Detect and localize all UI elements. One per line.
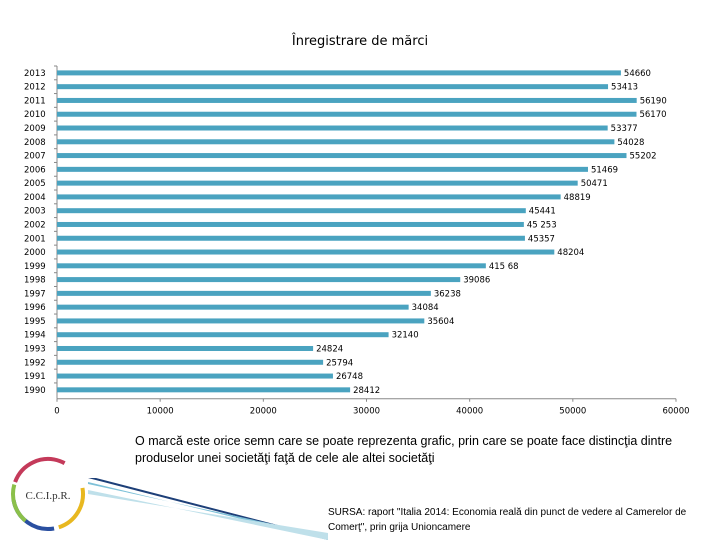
bar (57, 387, 351, 393)
data-label: 24824 (316, 344, 343, 354)
category-label: 1997 (24, 289, 46, 299)
data-label: 35604 (427, 317, 454, 327)
bar (57, 194, 561, 200)
category-label: 1995 (24, 317, 46, 327)
data-label: 53413 (611, 83, 638, 93)
bar (57, 139, 615, 145)
category-label: 1998 (24, 276, 46, 286)
bar (57, 373, 333, 379)
data-label: 56170 (639, 110, 666, 120)
data-label: 32140 (392, 331, 419, 341)
chart-title: Înregistrare de mărci (291, 34, 429, 49)
bar (57, 180, 578, 186)
category-label: 1991 (24, 372, 46, 382)
category-label: 1999 (24, 262, 46, 272)
data-label: 39086 (463, 276, 490, 286)
category-label: 2004 (24, 193, 46, 203)
data-label: 54660 (624, 69, 651, 79)
category-label: 2000 (24, 248, 46, 258)
bar (57, 111, 637, 117)
data-label: 45441 (529, 207, 556, 217)
category-label: 2003 (24, 207, 46, 217)
bar (57, 318, 425, 324)
bar (57, 125, 608, 131)
x-tick-label: 0 (54, 407, 59, 417)
x-tick-label: 20000 (250, 407, 277, 417)
data-label: 53377 (611, 124, 638, 134)
category-label: 2008 (24, 138, 46, 148)
category-label: 1992 (24, 358, 46, 368)
category-label: 2013 (24, 69, 46, 79)
category-label: 2005 (24, 179, 46, 189)
data-label: 25794 (326, 358, 353, 368)
data-label: 45 253 (527, 220, 557, 230)
bar (57, 208, 526, 214)
bar (57, 263, 486, 269)
bar (57, 153, 627, 159)
bar (57, 70, 621, 76)
data-label: 36238 (434, 289, 461, 299)
x-tick-label: 40000 (456, 407, 483, 417)
bar (57, 304, 409, 310)
category-label: 1996 (24, 303, 46, 313)
category-label: 1994 (24, 331, 46, 341)
decorative-stripes (88, 478, 328, 540)
data-label: 50471 (581, 179, 608, 189)
category-label: 2006 (24, 165, 46, 175)
data-label: 28412 (353, 386, 380, 396)
caption-text: O marcă este orice semn care se poate re… (135, 434, 673, 465)
bar (57, 221, 524, 227)
x-tick-label: 10000 (147, 407, 174, 417)
category-label: 2001 (24, 234, 46, 244)
bar (57, 290, 431, 296)
data-label: 415 68 (489, 262, 519, 272)
x-tick-label: 60000 (662, 407, 689, 417)
bar (57, 235, 525, 241)
data-label: 54028 (617, 138, 644, 148)
x-tick-label: 30000 (353, 407, 380, 417)
data-label: 48204 (557, 248, 584, 258)
category-label: 2007 (24, 152, 46, 162)
bar (57, 97, 637, 103)
bar (57, 345, 314, 351)
data-label: 51469 (591, 165, 618, 175)
bar (57, 166, 588, 172)
bar (57, 84, 609, 90)
source-note: SURSA: raport "Italia 2014: Economia rea… (328, 507, 687, 533)
data-label: 56190 (640, 96, 667, 106)
bar-chart: 2013 54660 2012 53413 2011 56190 2010 56170 2009… (24, 65, 690, 417)
cci-logo-icon: C.C.I.p.R. (11, 456, 85, 531)
logo-text: C.C.I.p.R. (26, 490, 71, 502)
category-label: 2011 (24, 96, 46, 106)
bar (57, 359, 324, 365)
bar (57, 249, 555, 255)
category-label: 1993 (24, 344, 46, 354)
data-label: 45357 (528, 234, 555, 244)
category-label: 2012 (24, 83, 46, 93)
data-label: 26748 (336, 372, 363, 382)
bar (57, 332, 389, 338)
bar (57, 277, 461, 283)
data-label: 34084 (412, 303, 439, 313)
category-label: 2009 (24, 124, 46, 134)
data-label: 55202 (630, 152, 657, 162)
category-label: 1990 (24, 386, 46, 396)
category-label: 2002 (24, 220, 46, 230)
data-label: 48819 (564, 193, 591, 203)
x-tick-label: 50000 (559, 407, 586, 417)
category-label: 2010 (24, 110, 46, 120)
